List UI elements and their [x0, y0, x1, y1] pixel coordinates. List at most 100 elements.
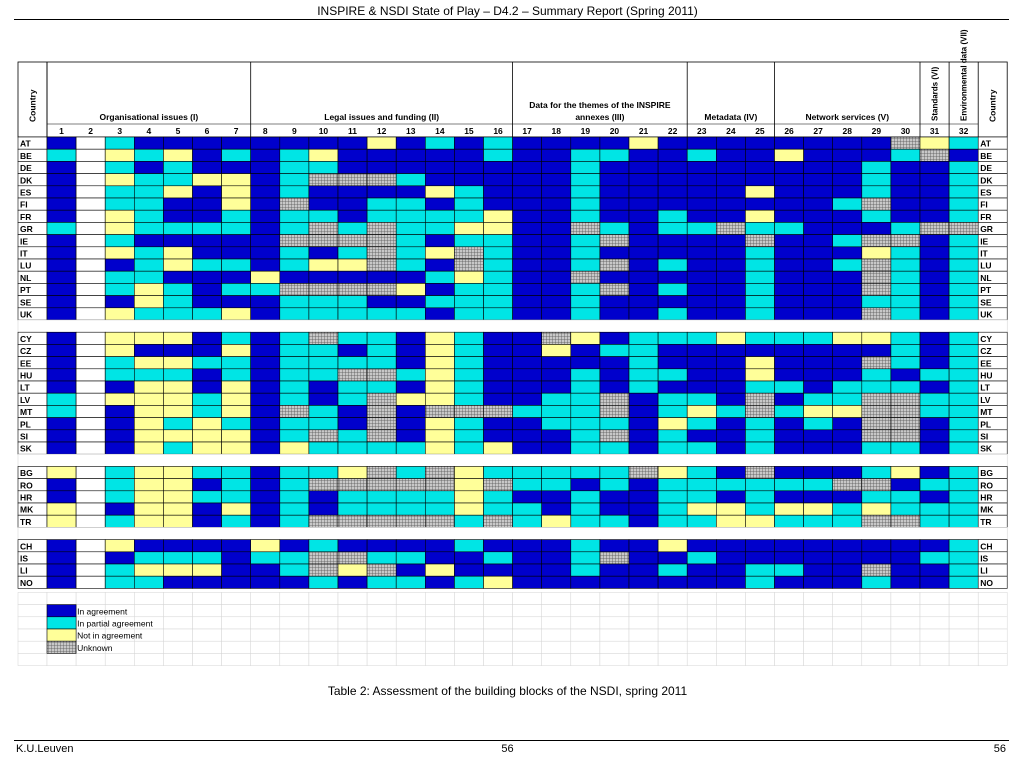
assessment-cell	[104, 209, 135, 223]
assessment-cell	[832, 441, 863, 455]
assessment-cell	[163, 161, 193, 174]
assessment-cell	[395, 575, 426, 589]
assessment-cell	[512, 283, 542, 296]
assessment-cell	[395, 539, 426, 553]
legend-grid-cell	[250, 616, 281, 630]
legend-grid-cell	[512, 640, 542, 654]
assessment-cell	[454, 478, 484, 492]
group-label: Network services (V)	[805, 112, 889, 122]
legend-grid-cell	[134, 640, 164, 654]
assessment-cell	[424, 283, 455, 296]
assessment-cell	[919, 490, 950, 504]
assessment-cell	[948, 539, 979, 553]
assessment-cell	[832, 392, 863, 406]
assessment-cell	[890, 197, 921, 211]
assessment-cell	[134, 173, 164, 187]
assessment-cell	[46, 295, 77, 309]
assessment-cell	[134, 209, 164, 223]
legend-grid-cell	[512, 604, 542, 618]
assessment-cell	[657, 368, 688, 382]
assessment-cell	[948, 185, 979, 199]
assessment-cell	[774, 283, 804, 296]
assessment-cell	[134, 295, 164, 309]
assessment-cell	[221, 563, 252, 577]
assessment-cell	[483, 478, 513, 492]
assessment-cell	[686, 295, 717, 309]
assessment-cell	[483, 148, 513, 162]
assessment-cell	[134, 270, 164, 284]
assessment-cell	[192, 283, 222, 296]
assessment-cell	[628, 307, 659, 321]
assessment-cell	[890, 173, 921, 187]
legend-grid-cell	[337, 628, 368, 642]
assessment-cell	[308, 563, 339, 577]
assessment-cell	[366, 148, 397, 162]
assessment-cell	[715, 270, 746, 284]
assessment-cell	[919, 307, 950, 321]
assessment-cell	[570, 344, 601, 357]
assessment-cell	[861, 136, 892, 150]
column-number: 7	[234, 126, 239, 136]
assessment-cell	[774, 356, 804, 370]
assessment-cell	[337, 283, 368, 296]
assessment-cell	[948, 283, 979, 296]
assessment-cell	[46, 417, 77, 431]
assessment-cell	[919, 209, 950, 223]
legend-grid-cell	[454, 616, 484, 630]
assessment-cell	[599, 429, 630, 443]
assessment-cell	[454, 441, 484, 455]
assessment-cell	[803, 405, 833, 418]
assessment-cell	[192, 185, 222, 199]
assessment-cell	[308, 356, 339, 370]
assessment-cell	[599, 514, 630, 528]
assessment-cell	[541, 490, 572, 504]
assessment-cell	[948, 173, 979, 187]
assessment-cell	[279, 466, 310, 479]
column-number: 10	[319, 126, 329, 136]
assessment-cell	[395, 161, 426, 174]
assessment-cell	[163, 222, 193, 235]
assessment-cell	[861, 539, 892, 553]
assessment-cell	[803, 466, 833, 479]
assessment-cell	[337, 246, 368, 260]
legend-grid-cell	[163, 592, 193, 605]
legend-grid-cell	[599, 616, 630, 630]
legend-grid-cell	[366, 592, 397, 605]
assessment-cell	[395, 551, 426, 565]
country-code: SE	[980, 297, 992, 307]
assessment-cell	[774, 514, 804, 528]
assessment-cell	[483, 563, 513, 577]
assessment-cell	[221, 283, 252, 296]
assessment-cell	[919, 380, 950, 394]
legend-grid-cell	[192, 640, 222, 654]
assessment-cell	[919, 356, 950, 370]
assessment-cell	[832, 368, 863, 382]
legend-swatch	[46, 640, 77, 654]
country-header: Country	[988, 89, 998, 122]
legend-grid-cell	[657, 653, 688, 666]
assessment-cell	[221, 539, 252, 553]
assessment-cell	[104, 246, 135, 260]
assessment-cell	[745, 331, 775, 345]
assessment-cell	[221, 380, 252, 394]
assessment-cell	[337, 551, 368, 565]
legend-grid-cell	[279, 640, 310, 654]
country-code: EE	[980, 358, 992, 368]
assessment-cell	[832, 429, 863, 443]
assessment-cell	[803, 173, 833, 187]
assessment-cell	[454, 173, 484, 187]
assessment-cell	[395, 368, 426, 382]
assessment-cell	[774, 234, 804, 248]
assessment-cell	[163, 258, 193, 272]
score-value: 5	[88, 346, 93, 356]
assessment-cell	[948, 356, 979, 370]
assessment-cell	[890, 575, 921, 589]
assessment-cell	[250, 514, 281, 528]
legend-grid-cell	[425, 653, 455, 666]
assessment-cell	[104, 466, 135, 479]
country-code: IE	[20, 236, 28, 246]
legend-grid-cell	[337, 616, 368, 630]
assessment-cell	[570, 307, 601, 321]
legend-grid-cell	[890, 592, 921, 605]
assessment-cell	[250, 502, 281, 516]
